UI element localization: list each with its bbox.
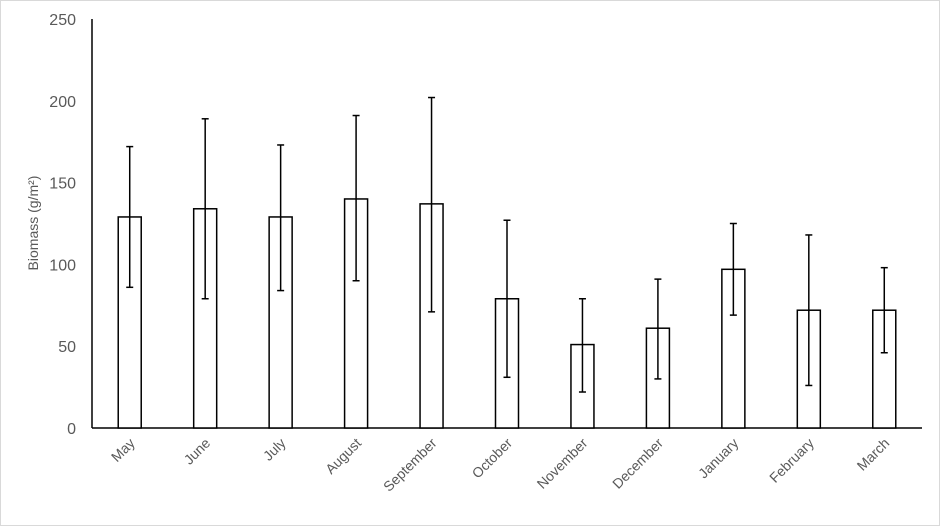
y-tick-label: 100 (49, 257, 76, 274)
x-tick-label: September (380, 435, 440, 495)
x-tick-label: June (181, 435, 214, 468)
y-tick-label: 0 (67, 421, 76, 438)
y-axis-label: Biomass (g/m²) (25, 176, 41, 271)
x-tick-label: March (854, 435, 893, 474)
x-tick-label: January (695, 435, 742, 482)
x-tick-label: August (322, 435, 364, 477)
y-tick-label: 250 (49, 12, 76, 29)
y-tick-label: 50 (58, 339, 76, 356)
x-tick-label: October (469, 435, 516, 482)
y-tick-label: 150 (49, 176, 76, 193)
x-tick-label: May (108, 435, 138, 465)
y-tick-label: 200 (49, 94, 76, 111)
x-tick-label: February (766, 435, 817, 486)
x-tick-label: December (609, 435, 666, 492)
x-tick-label: November (534, 435, 591, 492)
x-tick-label: July (260, 435, 289, 464)
